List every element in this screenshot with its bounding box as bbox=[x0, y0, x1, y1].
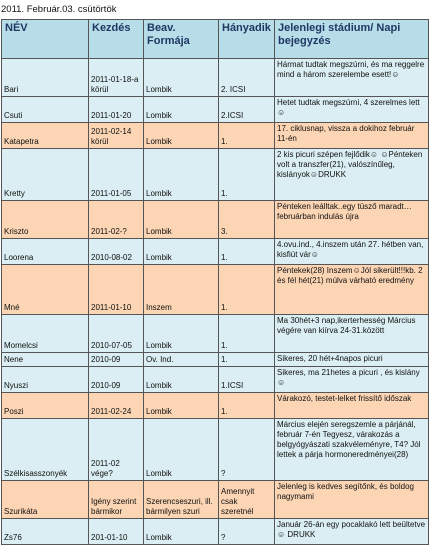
table-row: Loorena 2010-08-02 Lombik 1. 4.ovu.ind., 4.i… bbox=[1, 238, 429, 265]
cell-name: Szélkisasszonyék bbox=[1, 418, 89, 481]
column-header-name: NÉV bbox=[1, 19, 89, 59]
cell-notes: Sikeres, 20 hét+4napos picuri bbox=[274, 352, 429, 367]
cell-count: Amennyit csak szeretnél bbox=[218, 480, 275, 519]
cell-count: 1. bbox=[218, 352, 275, 367]
table-row: Nyuszi 2010-09 Lombik 1.ICSI Sikeres, ma 21h… bbox=[1, 366, 429, 393]
table-header-row: NÉV Kezdés Beav. Formája Hányadik Jelenl… bbox=[1, 19, 429, 59]
cell-notes: Péntekek(28) Inszem☺Jól sikerült!!!kb. 2… bbox=[274, 264, 429, 315]
cell-start: 2011-02-? bbox=[88, 200, 144, 239]
cell-start: 2011-02-24 bbox=[88, 392, 144, 419]
column-header-start: Kezdés bbox=[88, 19, 144, 59]
cell-count: 2. ICSI bbox=[218, 58, 275, 97]
cell-name: Szurikáta bbox=[1, 480, 89, 519]
cell-name: Kretty bbox=[1, 148, 89, 201]
cell-start: 2011-02-14 körül bbox=[88, 122, 144, 149]
table-row: Katapetra 2011-02-14 körül Lombik 1. 17. cik… bbox=[1, 122, 429, 149]
cell-count: 1. bbox=[218, 264, 275, 315]
cell-start: Igény szerint bármikor bbox=[88, 480, 144, 519]
cell-count: 3. bbox=[218, 200, 275, 239]
table-row: Kretty 2011-01-05 Lombik 1. 2 kis picuri szé… bbox=[1, 148, 429, 201]
cell-count: 1. bbox=[218, 314, 275, 353]
cell-start: 2011-01-20 bbox=[88, 96, 144, 123]
table-row: Csuti 2011-01-20 Lombik 2.ICSI Hetet tudtak … bbox=[1, 96, 429, 123]
cell-count: 1. bbox=[218, 392, 275, 419]
table-row: Poszi 2011-02-24 Lombik 1. Várakozó, testet-… bbox=[1, 392, 429, 419]
cell-name: Mné bbox=[1, 264, 89, 315]
cell-notes: Pénteken leálltak..egy tüsző maradt…febr… bbox=[274, 200, 429, 239]
cell-start: 2010-08-02 bbox=[88, 238, 144, 265]
cell-notes: 4.ovu.ind., 4.inszem után 27. hétben van… bbox=[274, 238, 429, 265]
cell-name: Katapetra bbox=[1, 122, 89, 149]
cell-method: Lombik bbox=[143, 148, 219, 201]
cell-notes: Hármat tudtak megszúrni, és ma reggelre … bbox=[274, 58, 429, 97]
cell-name: Momelcsi bbox=[1, 314, 89, 353]
cell-start: 2011-01-18-a körül bbox=[88, 58, 144, 97]
table-row: Szurikáta Igény szerint bármikor Szerencse… bbox=[1, 480, 429, 519]
cell-start: 2010-09 bbox=[88, 366, 144, 393]
cell-method: Lombik bbox=[143, 200, 219, 239]
cell-method: Lombik bbox=[143, 238, 219, 265]
cell-start: 2011-01-05 bbox=[88, 148, 144, 201]
table-row: Mné 2011-01-10 Inszem 1. Péntekek(28) Inszem… bbox=[1, 264, 429, 315]
cell-name: Loorena bbox=[1, 238, 89, 265]
table-row: Szélkisasszonyék 2011-02 vége? Lombik? Márc… bbox=[1, 418, 429, 481]
cell-name: Nyuszi bbox=[1, 366, 89, 393]
cell-name: Csuti bbox=[1, 96, 89, 123]
cell-notes: Ma 30hét+3 nap,ikerterhesség Március vég… bbox=[274, 314, 429, 353]
table-row: Nene 2010-09 Ov. Ind. 1. Sikeres, 20 hét+4na… bbox=[1, 352, 429, 367]
cell-start: 2011-02 vége? bbox=[88, 418, 144, 481]
cell-count: 1. bbox=[218, 238, 275, 265]
cell-start: 2010-07-05 bbox=[88, 314, 144, 353]
cell-method: Lombik bbox=[143, 58, 219, 97]
cell-start: 2011-01-10 bbox=[88, 264, 144, 315]
cell-count: ? bbox=[218, 418, 275, 481]
column-header-notes: Jelenlegi stádium/ Napi bejegyzés bbox=[274, 19, 429, 59]
column-header-method: Beav. Formája bbox=[143, 19, 219, 59]
cell-method: Lombik bbox=[143, 366, 219, 393]
cell-name: Nene bbox=[1, 352, 89, 367]
status-table: NÉV Kezdés Beav. Formája Hányadik Jelenl… bbox=[1, 19, 429, 545]
cell-start: 2010-09 bbox=[88, 352, 144, 367]
cell-notes: Várakozó, testet-lelket frissítő időszak bbox=[274, 392, 429, 419]
cell-notes: 17. ciklusnap, vissza a dokihoz február … bbox=[274, 122, 429, 149]
cell-method: Lombik bbox=[143, 392, 219, 419]
cell-name: Bari bbox=[1, 58, 89, 97]
cell-notes: 2 kis picuri szépen fejlődik☺ ☺Pénteken … bbox=[274, 148, 429, 201]
cell-method: Lombik bbox=[143, 96, 219, 123]
cell-count: 2.ICSI bbox=[218, 96, 275, 123]
cell-method: Inszem bbox=[143, 264, 219, 315]
column-header-count: Hányadik bbox=[218, 19, 275, 59]
cell-notes: Március elején seregszemle a párjánál, f… bbox=[274, 418, 429, 481]
cell-method: Lombik bbox=[143, 418, 219, 481]
cell-method: Ov. Ind. bbox=[143, 352, 219, 367]
table-row: Bari 2011-01-18-a körül Lombik 2. ICSI Hárma… bbox=[1, 58, 429, 97]
cell-method: Szerencseszuri, ill. bármilyen szuri bbox=[143, 480, 219, 519]
table-row: Momelcsi 2010-07-05 Lombik 1. Ma 30hét+3 nap… bbox=[1, 314, 429, 353]
cell-count: 1. bbox=[218, 148, 275, 201]
cell-notes: Hetet tudtak megszúrni, 4 szerelmes lett… bbox=[274, 96, 429, 123]
cell-notes: Jelenleg is kedves segítőnk, és boldog n… bbox=[274, 480, 429, 519]
cell-count: 1. bbox=[218, 122, 275, 149]
cell-notes: Sikeres, ma 21hetes a picuri , és kislán… bbox=[274, 366, 429, 393]
cell-method: Lombik bbox=[143, 314, 219, 353]
cell-name: Kriszto bbox=[1, 200, 89, 239]
cell-method: Lombik bbox=[143, 122, 219, 149]
cell-count: 1.ICSI bbox=[218, 366, 275, 393]
table-row: Kriszto 2011-02-? Lombik 3. Pénteken leállta… bbox=[1, 200, 429, 239]
cell-name: Poszi bbox=[1, 392, 89, 419]
page-date: 2011. Február.03. csütörtök bbox=[1, 4, 117, 15]
